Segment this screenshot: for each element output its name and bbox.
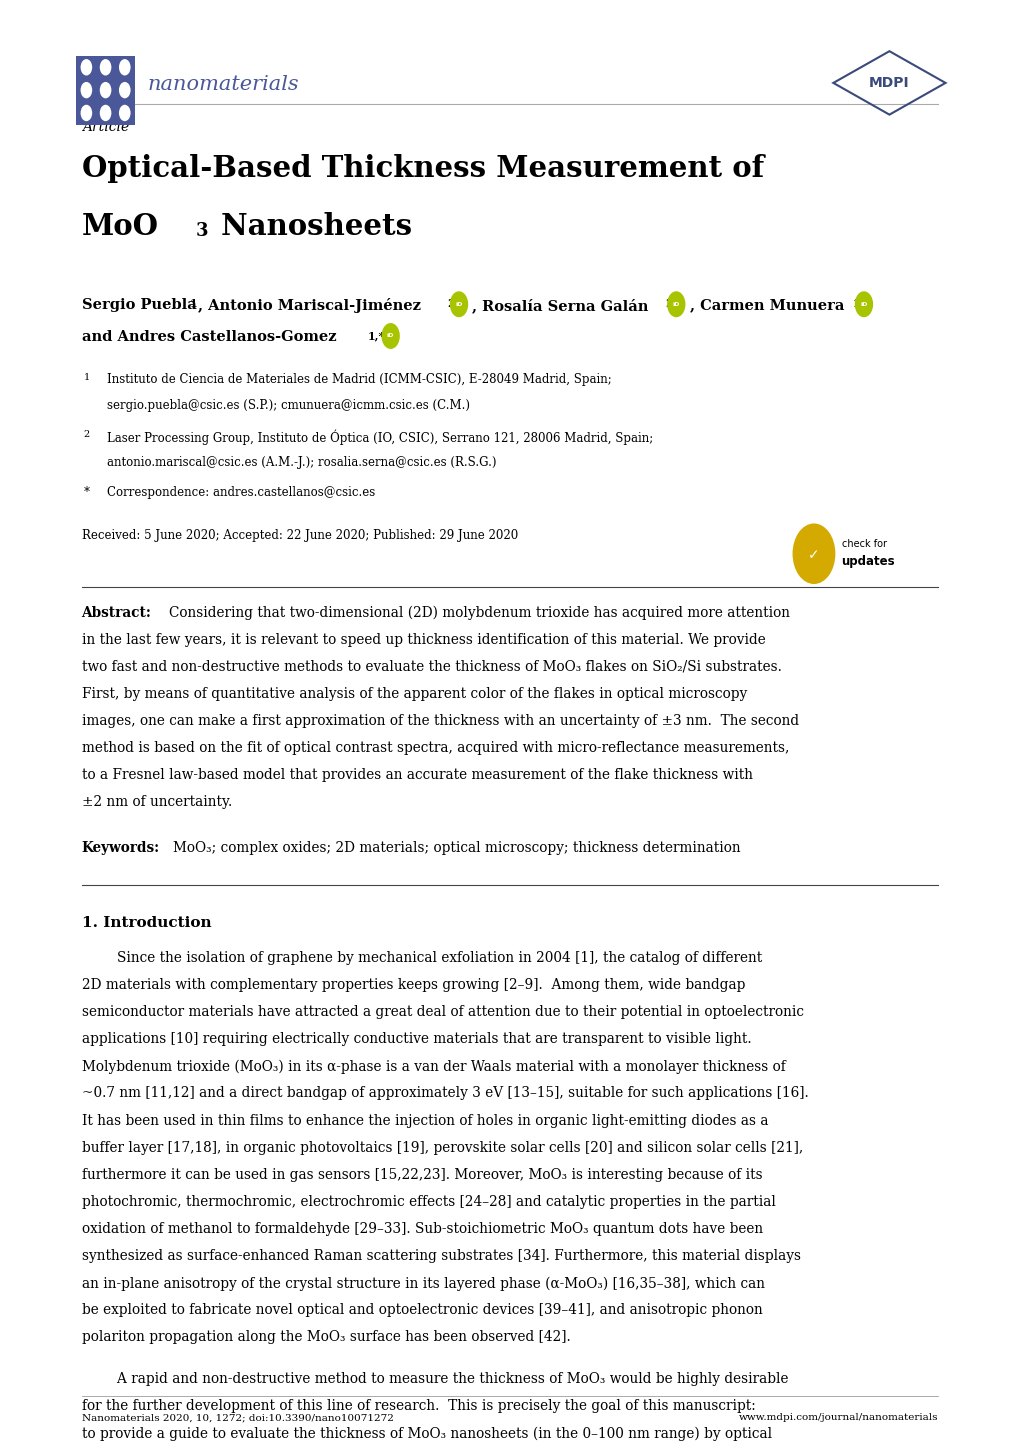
Text: Nanomaterials 2020, 10, 1272; doi:10.3390/nano10071272: Nanomaterials 2020, 10, 1272; doi:10.339… xyxy=(82,1413,393,1422)
Circle shape xyxy=(666,291,685,317)
Text: 2: 2 xyxy=(664,298,672,310)
Text: images, one can make a first approximation of the thickness with an uncertainty : images, one can make a first approximati… xyxy=(82,714,798,728)
Text: *: * xyxy=(84,486,90,499)
Circle shape xyxy=(854,291,872,317)
Text: updates: updates xyxy=(841,555,895,568)
Text: an in-plane anisotropy of the crystal structure in its layered phase (α-MoO₃) [1: an in-plane anisotropy of the crystal st… xyxy=(82,1276,764,1291)
FancyBboxPatch shape xyxy=(76,55,135,124)
Text: to provide a guide to evaluate the thickness of MoO₃ nanosheets (in the 0–100 nm: to provide a guide to evaluate the thick… xyxy=(82,1426,771,1441)
Text: antonio.mariscal@csic.es (A.M.-J.); rosalia.serna@csic.es (R.S.G.): antonio.mariscal@csic.es (A.M.-J.); rosa… xyxy=(107,456,496,469)
Circle shape xyxy=(449,291,468,317)
Text: Article: Article xyxy=(82,120,128,134)
Text: for the further development of this line of research.  This is precisely the goa: for the further development of this line… xyxy=(82,1399,755,1413)
Circle shape xyxy=(119,105,130,121)
Text: 2: 2 xyxy=(84,430,90,438)
Text: and Andres Castellanos-Gomez: and Andres Castellanos-Gomez xyxy=(82,330,341,345)
Circle shape xyxy=(119,59,130,75)
Circle shape xyxy=(81,105,92,121)
Text: 1: 1 xyxy=(852,298,859,310)
Text: 1,*: 1,* xyxy=(367,330,384,342)
Text: 2: 2 xyxy=(446,298,453,310)
Text: iD: iD xyxy=(859,301,867,307)
Text: Optical-Based Thickness Measurement of: Optical-Based Thickness Measurement of xyxy=(82,154,763,183)
Text: check for: check for xyxy=(841,539,886,549)
Text: in the last few years, it is relevant to speed up thickness identification of th: in the last few years, it is relevant to… xyxy=(82,633,764,647)
Circle shape xyxy=(792,523,835,584)
Text: buffer layer [17,18], in organic photovoltaics [19], perovskite solar cells [20]: buffer layer [17,18], in organic photovo… xyxy=(82,1141,802,1155)
Text: Correspondence: andres.castellanos@csic.es: Correspondence: andres.castellanos@csic.… xyxy=(107,486,375,499)
Text: It has been used in thin films to enhance the injection of holes in organic ligh: It has been used in thin films to enhanc… xyxy=(82,1113,767,1128)
Text: ✓: ✓ xyxy=(807,548,819,562)
Text: iD: iD xyxy=(386,333,394,339)
Text: oxidation of methanol to formaldehyde [29–33]. Sub-stoichiometric MoO₃ quantum d: oxidation of methanol to formaldehyde [2… xyxy=(82,1221,762,1236)
Text: semiconductor materials have attracted a great deal of attention due to their po: semiconductor materials have attracted a… xyxy=(82,1005,803,1019)
Text: , Rosalía Serna Galán: , Rosalía Serna Galán xyxy=(472,298,653,313)
Text: iD: iD xyxy=(454,301,463,307)
Text: furthermore it can be used in gas sensors [15,22,23]. Moreover, MoO₃ is interest: furthermore it can be used in gas sensor… xyxy=(82,1168,761,1182)
Text: , Carmen Munuera: , Carmen Munuera xyxy=(689,298,848,313)
Text: 2D materials with complementary properties keeps growing [2–9].  Among them, wid: 2D materials with complementary properti… xyxy=(82,978,744,992)
Text: sergio.puebla@csic.es (S.P.); cmunuera@icmm.csic.es (C.M.): sergio.puebla@csic.es (S.P.); cmunuera@i… xyxy=(107,399,470,412)
Text: polariton propagation along the MoO₃ surface has been observed [42].: polariton propagation along the MoO₃ sur… xyxy=(82,1331,570,1344)
Circle shape xyxy=(381,323,399,349)
Text: 1: 1 xyxy=(84,373,90,382)
Text: 3: 3 xyxy=(196,222,208,239)
Circle shape xyxy=(100,82,111,98)
Text: two fast and non-destructive methods to evaluate the thickness of MoO₃ flakes on: two fast and non-destructive methods to … xyxy=(82,660,781,673)
Text: Laser Processing Group, Instituto de Óptica (IO, CSIC), Serrano 121, 28006 Madri: Laser Processing Group, Instituto de Ópt… xyxy=(107,430,653,446)
Text: Since the isolation of graphene by mechanical exfoliation in 2004 [1], the catal: Since the isolation of graphene by mecha… xyxy=(82,950,761,965)
Text: www.mdpi.com/journal/nanomaterials: www.mdpi.com/journal/nanomaterials xyxy=(738,1413,937,1422)
Text: MoO: MoO xyxy=(82,212,158,241)
Text: ±2 nm of uncertainty.: ±2 nm of uncertainty. xyxy=(82,796,231,809)
Circle shape xyxy=(100,105,111,121)
Circle shape xyxy=(100,59,111,75)
Circle shape xyxy=(81,59,92,75)
Text: method is based on the fit of optical contrast spectra, acquired with micro-refl: method is based on the fit of optical co… xyxy=(82,741,789,756)
Text: Molybdenum trioxide (MoO₃) in its α-phase is a van der Waals material with a mon: Molybdenum trioxide (MoO₃) in its α-phas… xyxy=(82,1060,785,1074)
Text: First, by means of quantitative analysis of the apparent color of the flakes in : First, by means of quantitative analysis… xyxy=(82,686,746,701)
Circle shape xyxy=(119,82,130,98)
Text: A rapid and non-destructive method to measure the thickness of MoO₃ would be hig: A rapid and non-destructive method to me… xyxy=(82,1371,788,1386)
Text: Keywords:: Keywords: xyxy=(82,841,160,855)
Text: , Antonio Mariscal-Jiménez: , Antonio Mariscal-Jiménez xyxy=(198,298,426,313)
Text: Instituto de Ciencia de Materiales de Madrid (ICMM-CSIC), E-28049 Madrid, Spain;: Instituto de Ciencia de Materiales de Ma… xyxy=(107,373,611,386)
Text: 1: 1 xyxy=(190,298,197,310)
Text: nanomaterials: nanomaterials xyxy=(148,75,300,94)
Text: Abstract:: Abstract: xyxy=(82,606,152,620)
Circle shape xyxy=(81,82,92,98)
Text: to a Fresnel law-based model that provides an accurate measurement of the flake : to a Fresnel law-based model that provid… xyxy=(82,769,752,783)
Text: ~0.7 nm [11,12] and a direct bandgap of approximately 3 eV [13–15], suitable for: ~0.7 nm [11,12] and a direct bandgap of … xyxy=(82,1086,808,1100)
Text: be exploited to fabricate novel optical and optoelectronic devices [39–41], and : be exploited to fabricate novel optical … xyxy=(82,1304,761,1318)
Text: synthesized as surface-enhanced Raman scattering substrates [34]. Furthermore, t: synthesized as surface-enhanced Raman sc… xyxy=(82,1249,800,1263)
Text: MDPI: MDPI xyxy=(868,76,909,89)
Text: Received: 5 June 2020; Accepted: 22 June 2020; Published: 29 June 2020: Received: 5 June 2020; Accepted: 22 June… xyxy=(82,529,518,542)
Text: applications [10] requiring electrically conductive materials that are transpare: applications [10] requiring electrically… xyxy=(82,1032,750,1047)
Text: iD: iD xyxy=(672,301,680,307)
Text: MoO₃; complex oxides; 2D materials; optical microscopy; thickness determination: MoO₃; complex oxides; 2D materials; opti… xyxy=(173,841,740,855)
Text: Nanosheets: Nanosheets xyxy=(211,212,412,241)
Text: 1. Introduction: 1. Introduction xyxy=(82,916,211,930)
Text: Sergio Puebla: Sergio Puebla xyxy=(82,298,202,313)
Text: photochromic, thermochromic, electrochromic effects [24–28] and catalytic proper: photochromic, thermochromic, electrochro… xyxy=(82,1195,774,1208)
Text: Considering that two-dimensional (2D) molybdenum trioxide has acquired more atte: Considering that two-dimensional (2D) mo… xyxy=(169,606,790,620)
